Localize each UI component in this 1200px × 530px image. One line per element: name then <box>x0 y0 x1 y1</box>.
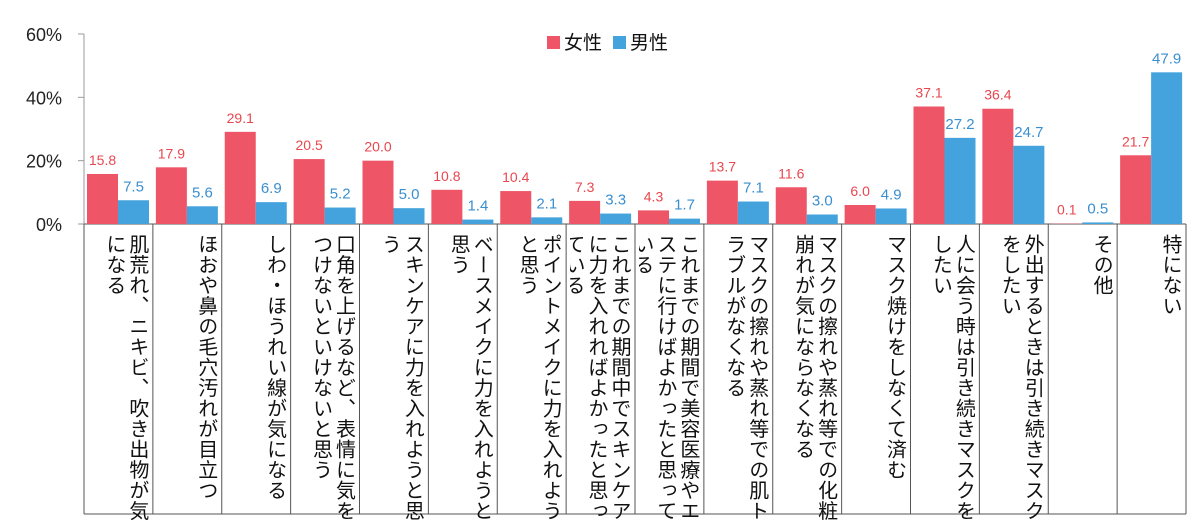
y-tick-label: 60% <box>26 25 62 45</box>
bar-female <box>982 108 1014 224</box>
bar-male <box>393 208 425 224</box>
value-label-female: 20.5 <box>296 137 323 153</box>
bar-male <box>600 213 632 224</box>
value-label-female: 10.8 <box>433 168 460 184</box>
legend: 女性 男性 <box>547 32 668 54</box>
bar-male <box>1151 72 1183 224</box>
bar-male <box>118 200 149 224</box>
category-label: スキンケアに力を入れようと思う <box>378 234 425 521</box>
value-label-male: 5.6 <box>192 184 213 201</box>
category-label: マスクの擦れや蒸れ等での化粧崩れが気にならなくなる <box>791 234 838 521</box>
category-label: マスクの擦れや蒸れ等での肌トラブルがなくなる <box>722 234 769 521</box>
category-label: 特にない <box>1159 234 1182 316</box>
legend-label-female: 女性 <box>564 32 602 54</box>
bar-female <box>224 131 256 224</box>
value-label-female: 20.0 <box>364 139 391 155</box>
value-label-female: 0.1 <box>1057 202 1077 218</box>
bar-male <box>255 202 287 224</box>
value-label-male: 3.0 <box>812 193 833 210</box>
category-label: ポイントメイクに力を入れようと思う <box>516 234 563 521</box>
bars-layer <box>87 72 1183 224</box>
bar-male <box>737 201 769 224</box>
value-label-male: 7.1 <box>743 180 764 197</box>
value-label-female: 17.9 <box>158 145 185 161</box>
value-label-male: 5.2 <box>330 186 351 203</box>
value-label-female: 21.7 <box>1122 133 1149 149</box>
value-label-male: 1.4 <box>467 198 488 215</box>
y-tick-label: 0% <box>36 215 62 235</box>
category-label: その他 <box>1090 234 1114 296</box>
value-label-male: 4.9 <box>881 186 902 203</box>
value-label-male: 27.2 <box>945 116 974 133</box>
bar-male <box>669 218 700 224</box>
bar-female <box>569 200 601 224</box>
category-label: これまでの期間中でスキンケアに力を入れればよかったと思っている <box>570 234 631 521</box>
bar-male <box>806 214 838 224</box>
value-label-female: 36.4 <box>984 87 1011 103</box>
bar-female <box>362 160 394 224</box>
bar-female <box>844 205 876 224</box>
category-label: 外出するときは引き続きマスクをしたい <box>998 234 1045 521</box>
legend-swatch-male <box>613 36 626 49</box>
value-label-male: 3.3 <box>605 192 626 209</box>
category-label: しわ・ほうれい線が気になる <box>263 234 287 501</box>
bar-male <box>462 219 494 224</box>
value-label-female: 6.0 <box>850 183 870 199</box>
bar-male <box>1013 145 1045 224</box>
bar-male <box>944 137 976 224</box>
value-label-male: 5.0 <box>399 186 420 203</box>
bar-female <box>500 191 532 224</box>
category-label: マスク焼けをしなくて済む <box>883 234 907 480</box>
value-label-female: 37.1 <box>915 85 942 101</box>
bar-female <box>155 167 187 224</box>
value-label-female: 13.7 <box>709 159 736 175</box>
value-label-male: 1.7 <box>674 197 695 214</box>
value-label-female: 4.3 <box>644 188 664 204</box>
bar-male <box>324 207 356 224</box>
value-label-female: 29.1 <box>227 110 254 126</box>
legend-swatch-female <box>547 36 560 49</box>
value-label-male: 2.1 <box>536 195 557 212</box>
bar-female <box>293 159 325 224</box>
value-label-male: 6.9 <box>261 180 282 197</box>
bar-female <box>431 189 463 224</box>
bar-male <box>875 208 907 224</box>
bar-male <box>186 206 218 224</box>
value-label-female: 11.6 <box>778 165 804 181</box>
category-label: ベースメイクに力を入れようと思う <box>447 234 494 521</box>
category-label: 肌荒れ、ニキビ、吹き出物が気になる <box>102 234 149 521</box>
bar-female <box>775 187 807 224</box>
bar-male <box>1082 222 1114 224</box>
value-label-male: 7.5 <box>123 178 144 195</box>
y-tick-label: 40% <box>26 88 62 108</box>
value-label-female: 15.8 <box>89 152 116 168</box>
bar-female <box>913 106 945 224</box>
value-label-male: 47.9 <box>1152 50 1181 67</box>
value-labels-layer: 15.8 7.5 17.9 5.6 29.1 6.9 20.5 5.2 20.0 5.0 10.8 1… <box>89 50 1181 217</box>
value-label-male: 0.5 <box>1087 200 1108 217</box>
category-label: これまでの期間で美容医療やエステに行けばよかったと思っている <box>639 234 700 521</box>
value-label-female: 7.3 <box>575 179 595 195</box>
bar-female <box>638 210 669 224</box>
value-label-male: 24.7 <box>1014 124 1043 141</box>
bar-male <box>531 217 563 224</box>
y-tick-label: 20% <box>26 152 62 172</box>
bar-female <box>87 173 118 224</box>
bar-female <box>1120 155 1152 224</box>
category-label: 口角を上げるなど、表情に気をつけないといけないと思う <box>309 234 356 521</box>
category-label: 人に会う時は引き続きマスクをしたい <box>929 234 976 521</box>
category-label: ほおや鼻の毛穴汚れが目立つ <box>194 234 218 501</box>
bar-female <box>706 180 738 224</box>
legend-label-male: 男性 <box>630 32 668 54</box>
value-label-female: 10.4 <box>502 169 529 185</box>
